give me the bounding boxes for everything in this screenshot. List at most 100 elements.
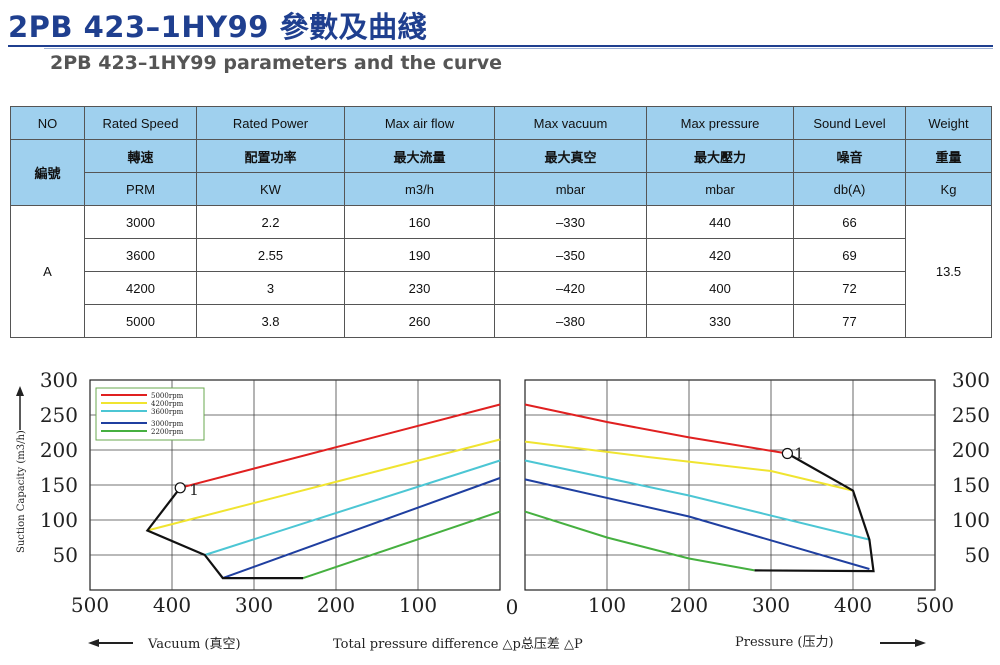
col-header-no-zh: 編號 xyxy=(10,139,85,206)
unit-speed: PRM xyxy=(84,172,197,206)
pressure-series-line-2200rpm xyxy=(524,510,755,572)
vacuum-series-line-2200rpm xyxy=(302,510,501,580)
unit-sound: db(A) xyxy=(793,172,906,206)
y-tick-label-left: 100 xyxy=(40,508,78,532)
header-row-en: NO Rated Speed Rated Power Max air flow … xyxy=(10,106,992,140)
cell-power: 2.55 xyxy=(196,238,345,272)
pressure-x-tick-label: 200 xyxy=(670,593,708,617)
vacuum-series-line-3600rpm xyxy=(204,459,501,556)
legend-label-2200rpm: 2200rpm xyxy=(151,428,184,436)
x-axis-label: Total pressure difference △p总压差 △P xyxy=(333,637,583,652)
legend-label-3600rpm: 3600rpm xyxy=(151,408,184,416)
title-rule-thin xyxy=(44,48,993,49)
col-header-airflow: Max air flow xyxy=(344,106,495,140)
vacuum-series-line-5000rpm xyxy=(179,403,501,489)
weight-cell: 13.5 xyxy=(905,205,992,338)
vacuum-series-line-4200rpm xyxy=(147,438,501,532)
vacuum-point-label: 1 xyxy=(189,481,199,499)
zero-tick-label: 0 xyxy=(506,595,519,619)
vacuum-x-tick-label: 500 xyxy=(71,593,109,617)
pressure-x-tick-label: 500 xyxy=(916,593,954,617)
col-header-weight: Weight xyxy=(905,106,992,140)
col-header-vacuum-zh: 最大真空 xyxy=(494,139,647,173)
header-row-zh: 編號 轉速 配置功率 最大流量 最大真空 最大壓力 噪音 重量 xyxy=(10,139,992,206)
vacuum-x-tick-label: 100 xyxy=(399,593,437,617)
col-header-power: Rated Power xyxy=(196,106,345,140)
header-row-units: PRM KW m3/h mbar mbar db(A) Kg xyxy=(11,172,992,206)
cell-airflow: 190 xyxy=(344,238,495,272)
vacuum-series-line-3000rpm xyxy=(222,477,501,580)
legend-label-3000rpm: 3000rpm xyxy=(151,420,184,428)
pressure-series-line-4200rpm xyxy=(524,440,854,492)
table-row: 5000 3.8 260 –380 330 77 xyxy=(11,304,992,338)
table-row: 3600 2.55 190 –350 420 69 xyxy=(11,238,992,272)
col-header-pressure: Max pressure xyxy=(646,106,794,140)
pressure-label: Pressure (压力) xyxy=(735,635,834,650)
cell-pressure: 440 xyxy=(646,205,794,239)
page-subtitle: 2PB 423–1HY99 parameters and the curve xyxy=(50,52,503,74)
y-tick-label-left: 300 xyxy=(40,368,78,392)
cell-airflow: 260 xyxy=(344,304,495,338)
pressure-series-line-3600rpm xyxy=(524,459,870,541)
col-header-pressure-zh: 最大壓力 xyxy=(646,139,794,173)
cell-pressure: 420 xyxy=(646,238,794,272)
y-tick-label-right: 50 xyxy=(965,543,990,567)
legend-label-5000rpm: 5000rpm xyxy=(151,392,184,400)
y-tick-label-right: 300 xyxy=(952,368,990,392)
col-header-no: NO xyxy=(10,106,85,140)
y-tick-label-right: 100 xyxy=(952,508,990,532)
page-title: 2PB 423–1HY99 參數及曲綫 xyxy=(8,10,428,44)
cell-airflow: 230 xyxy=(344,271,495,305)
y-tick-label-right: 200 xyxy=(952,438,990,462)
col-header-speed: Rated Speed xyxy=(84,106,197,140)
cell-speed: 4200 xyxy=(84,271,197,305)
cell-pressure: 330 xyxy=(646,304,794,338)
pressure-series-line-5000rpm xyxy=(524,403,788,455)
y-tick-label-left: 200 xyxy=(40,438,78,462)
pressure-limit-envelope xyxy=(754,452,875,573)
title-rule xyxy=(8,45,993,47)
cell-sound: 72 xyxy=(793,271,906,305)
col-header-weight-zh: 重量 xyxy=(905,139,992,173)
spec-table: NO Rated Speed Rated Power Max air flow … xyxy=(10,106,992,338)
pressure-series-line-3000rpm xyxy=(524,478,870,570)
vacuum-limit-envelope xyxy=(145,487,304,580)
unit-power: KW xyxy=(196,172,345,206)
table-row: 4200 3 230 –420 400 72 xyxy=(11,271,992,305)
cell-speed: 5000 xyxy=(84,304,197,338)
legend-label-4200rpm: 4200rpm xyxy=(151,400,184,408)
vacuum-x-tick-label: 400 xyxy=(153,593,191,617)
cell-vacuum: –330 xyxy=(494,205,647,239)
y-tick-label-left: 150 xyxy=(40,473,78,497)
unit-pressure: mbar xyxy=(646,172,794,206)
y-tick-label-right: 150 xyxy=(952,473,990,497)
cell-sound: 77 xyxy=(793,304,906,338)
vacuum-point-marker xyxy=(174,482,186,494)
col-header-speed-zh: 轉速 xyxy=(84,139,197,173)
col-header-sound: Sound Level xyxy=(793,106,906,140)
cell-power: 2.2 xyxy=(196,205,345,239)
vacuum-arrowhead xyxy=(88,639,99,647)
y-axis-arrowhead xyxy=(16,386,24,396)
vacuum-label: Vacuum (真空) xyxy=(147,637,241,652)
pressure-point-marker xyxy=(781,447,794,460)
y-tick-label-left: 250 xyxy=(40,403,78,427)
col-header-vacuum: Max vacuum xyxy=(494,106,647,140)
cell-airflow: 160 xyxy=(344,205,495,239)
cell-power: 3.8 xyxy=(196,304,345,338)
pressure-arrowhead xyxy=(915,639,926,647)
col-header-power-zh: 配置功率 xyxy=(196,139,345,173)
y-axis-label: Suction Capacity (m3/h) xyxy=(16,430,27,553)
pressure-x-tick-label: 400 xyxy=(834,593,872,617)
vacuum-x-tick-label: 200 xyxy=(317,593,355,617)
pressure-point-label: 1 xyxy=(794,445,804,463)
vacuum-x-tick-label: 300 xyxy=(235,593,273,617)
col-header-sound-zh: 噪音 xyxy=(793,139,906,173)
y-tick-label-left: 50 xyxy=(53,543,78,567)
unit-weight: Kg xyxy=(905,172,992,206)
pressure-x-tick-label: 300 xyxy=(752,593,790,617)
pressure-x-tick-label: 100 xyxy=(588,593,626,617)
cell-vacuum: –380 xyxy=(494,304,647,338)
model-cell: A xyxy=(10,205,85,338)
